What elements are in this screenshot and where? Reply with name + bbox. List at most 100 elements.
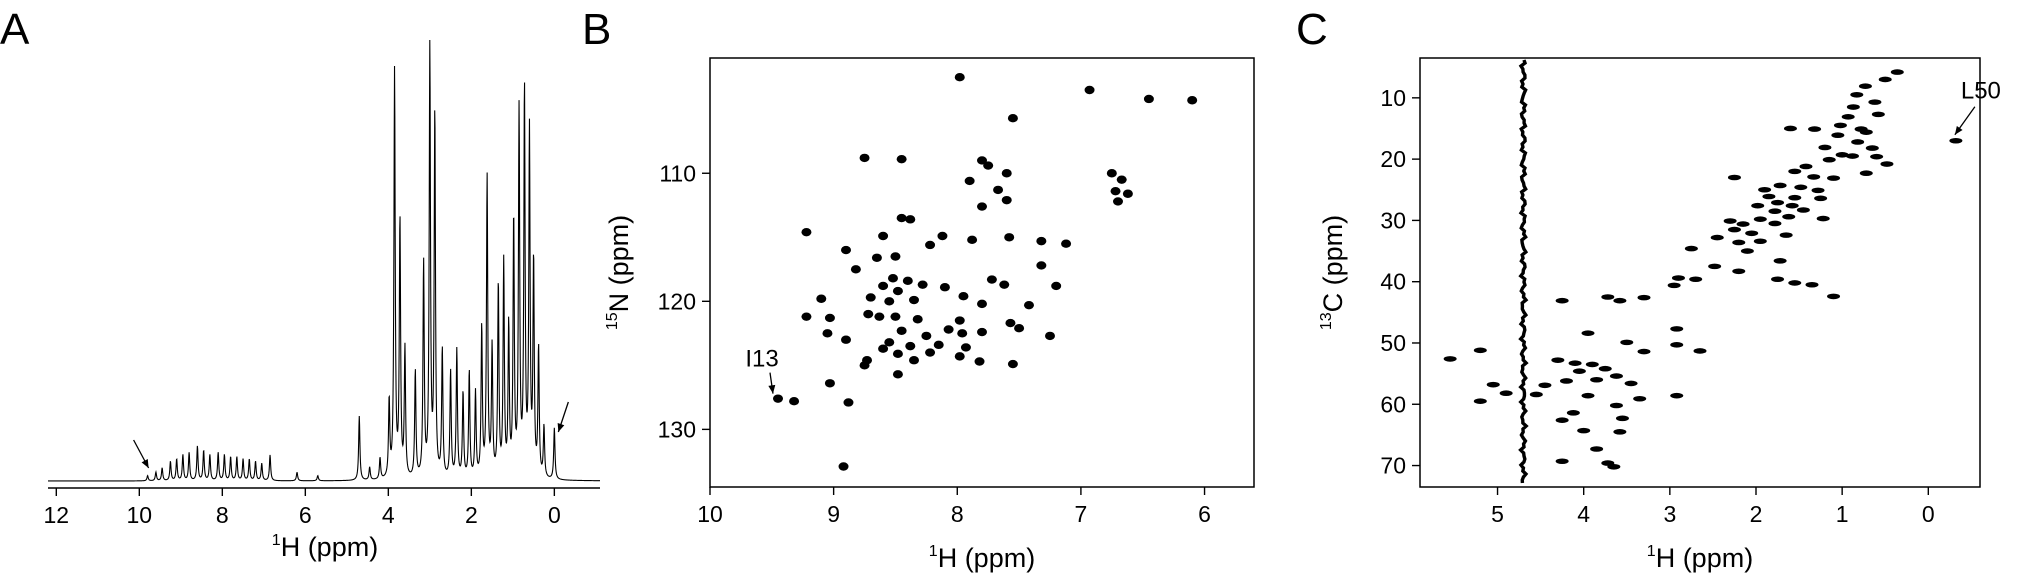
panel-c-peak [1598,365,1612,372]
panel-b-peak [874,312,885,321]
panel-a-arrowhead [141,459,149,468]
panel-c-x-tick-label: 5 [1491,501,1504,527]
panel-c-peak [1868,99,1882,105]
panel-c-peak [1601,294,1615,300]
panel-b-peak [1007,113,1018,123]
panel-c-peak [1816,215,1830,222]
panel-c-peak [1788,194,1802,201]
panel-c-peak [1637,294,1651,301]
panel-b-y-label: 15N (ppm) [604,215,634,330]
panel-b-peak [977,156,987,165]
panel-b-peak [905,341,916,351]
panel-c-peak [1637,348,1651,355]
panel-c-peak [1890,69,1904,75]
panel-c-peak [1822,156,1836,163]
panel-a-spectrum: 12 10 8 6 4 2 0 1H (ppm) [44,40,600,562]
panel-b-peak [967,235,978,245]
panel-c-peak [1590,446,1604,452]
panel-c-annotation-label: L50 [1961,78,2001,105]
panel-b-x-tick-label: 6 [1198,501,1211,527]
panel-b-peak [1023,300,1034,310]
panel-c-y-tick-label: 40 [1380,269,1406,295]
panel-b-letter: B [582,5,611,54]
panel-c-peak [1768,220,1782,227]
panel-b-peak [887,274,898,283]
panel-c-peak [1871,111,1885,118]
panel-c-peak [1818,144,1832,151]
panel-b-annotation-label: I13 [745,346,778,373]
panel-b-peak [902,276,913,286]
panel-b-peak [974,357,985,366]
panel-b-y-tick-label: 130 [658,416,696,442]
panel-c-x-label-isotope: 1 [1647,543,1656,560]
panel-c-peak [1858,83,1872,89]
panel-b-peak [838,462,849,471]
panel-c-y-tick-label: 70 [1380,453,1406,479]
panel-c-peak [1727,174,1741,181]
panel-b-peak [824,379,835,388]
panel-b-peak [865,293,876,302]
panel-c-water-ridge [1518,59,1529,484]
panel-b-peak [801,312,812,321]
panel-b-peak [878,231,889,241]
panel-c-peak [1555,297,1569,304]
panel-c-annotation-arrowhead [1954,125,1963,135]
panel-b-y-label-isotope: 15 [604,312,621,330]
panel-c-peak [1566,410,1580,416]
panel-c-peak [1671,275,1685,281]
panel-b-peak [1061,239,1072,248]
panel-c-peak [1572,368,1586,374]
panel-c-peak [1590,376,1604,383]
panel-b-peak [1014,324,1025,333]
panel-c-peak [1841,114,1855,120]
panel-c-peak [1751,202,1765,209]
panel-c-peak [1870,153,1884,160]
panel-b-peak [871,253,882,262]
panel-a-x-label-text: H (ppm) [281,532,379,562]
panel-c-peak [1949,137,1963,144]
panel-b-peak [816,294,827,303]
panel-c-peak [1473,347,1487,354]
panel-b-peak [878,281,889,291]
panel-c-peak [1753,238,1767,245]
panel-a-letter: A [0,5,30,54]
panel-b-peak [890,312,901,321]
panel-c-y-tick-label: 20 [1380,146,1406,172]
panel-c-peak [1831,132,1845,139]
panel-c-peak [1814,195,1828,202]
panel-b-peak [954,352,965,361]
panel-b-peak [841,245,851,255]
panel-c-peak [1788,280,1802,286]
panel-b-peak [896,213,907,223]
panel-b-plot-frame [709,57,1255,488]
panel-c-peak [1708,263,1722,270]
panel-c-y-label-text: C (ppm) [1318,215,1348,313]
panel-c-peak [1773,182,1787,189]
panel-c-letter: C [1296,5,1328,54]
panel-b-peak [960,343,971,352]
panel-c-peak [1615,415,1629,422]
panel-c-peak [1620,339,1634,346]
panel-c-peak [1538,382,1552,389]
panel-c-y-tick-label: 50 [1380,330,1406,356]
panel-c-x-tick-label: 2 [1750,501,1763,527]
panel-b-peak [843,398,854,407]
panel-b-peak [943,325,954,334]
panel-b-peak [909,295,919,305]
panel-b-peak [773,394,783,403]
panel-c-peak [1723,218,1737,224]
panel-b-peak [1001,195,1012,205]
panel-b-x-tick-label: 8 [951,501,964,527]
panel-b-peak [859,153,870,163]
panel-c-peak [1762,193,1776,200]
panel-c-y-tick-label: 30 [1380,207,1406,233]
panel-c-peak [1859,129,1873,135]
panel-c-peak [1609,373,1623,379]
panel-b-peak [983,161,994,170]
panel-c-peak [1768,208,1782,215]
panel-c-peak [1771,199,1785,206]
panel-c-peak [1585,361,1599,368]
panel-b-peak [1001,169,1012,178]
panel-c-peak [1846,104,1860,110]
